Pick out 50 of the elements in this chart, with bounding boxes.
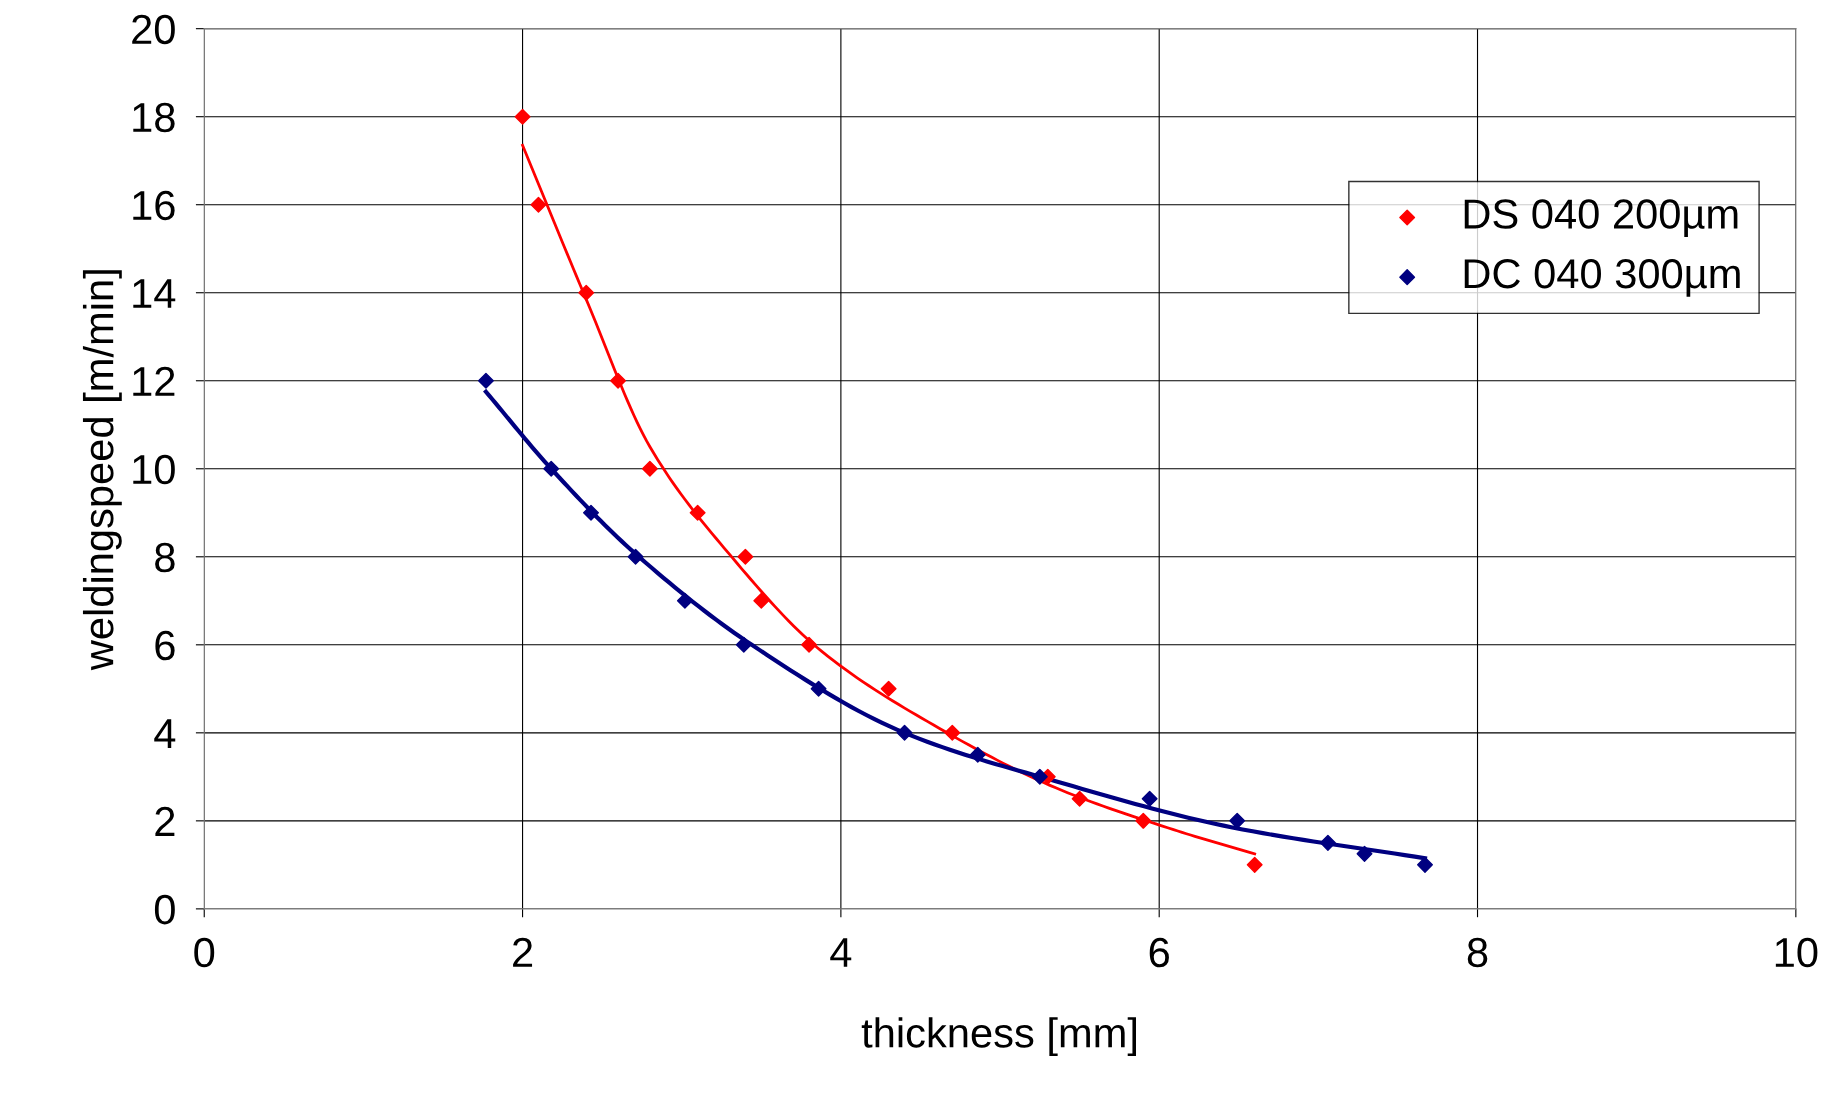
y-tick-label: 6 bbox=[155, 630, 175, 661]
point bbox=[1356, 845, 1373, 862]
point bbox=[641, 460, 658, 477]
y-tick-label: 4 bbox=[154, 719, 176, 748]
point bbox=[578, 284, 595, 301]
point bbox=[1319, 834, 1336, 851]
point bbox=[627, 548, 644, 565]
point bbox=[896, 724, 913, 741]
point bbox=[735, 636, 752, 653]
point bbox=[689, 504, 706, 521]
y-axis-title: weldingspeed [m/min] bbox=[82, 270, 122, 671]
y-tick-label: 8 bbox=[155, 542, 175, 573]
point bbox=[530, 196, 547, 213]
x-tick-label: 6 bbox=[1149, 937, 1169, 968]
y-tick-label: 18 bbox=[133, 102, 175, 133]
point bbox=[1246, 856, 1263, 873]
y-tick-label: 14 bbox=[133, 279, 176, 308]
point bbox=[810, 680, 827, 697]
point bbox=[801, 636, 818, 653]
point bbox=[514, 108, 531, 125]
legend-label: DC 040 300µm bbox=[1464, 258, 1740, 297]
point bbox=[880, 680, 897, 697]
point bbox=[753, 592, 770, 609]
y-tick-label: 2 bbox=[155, 806, 175, 836]
point bbox=[1417, 856, 1433, 873]
point bbox=[1135, 812, 1152, 829]
point bbox=[969, 746, 986, 763]
x-tick-label: 4 bbox=[830, 938, 852, 967]
y-tick-label: 20 bbox=[132, 14, 175, 45]
x-tick-label: 8 bbox=[1467, 937, 1488, 968]
point bbox=[1071, 790, 1088, 807]
point bbox=[1141, 790, 1158, 807]
x-axis-title: thickness [mm] bbox=[861, 1017, 1136, 1056]
x-tick-label: 2 bbox=[513, 937, 533, 967]
point bbox=[737, 548, 754, 565]
y-tick-label: 10 bbox=[133, 454, 175, 485]
point bbox=[477, 372, 494, 389]
y-tick-label: 16 bbox=[133, 190, 175, 221]
point bbox=[610, 372, 627, 389]
legend-label: DS 040 200µm bbox=[1464, 199, 1738, 238]
y-tick-label: 0 bbox=[154, 894, 175, 925]
point bbox=[543, 460, 560, 477]
point bbox=[1229, 812, 1246, 829]
x-tick-label: 10 bbox=[1775, 937, 1818, 968]
point bbox=[1031, 768, 1048, 785]
point bbox=[583, 504, 599, 521]
y-tick-label: 12 bbox=[133, 366, 175, 396]
point bbox=[676, 592, 693, 609]
x-tick-label: 0 bbox=[194, 937, 215, 968]
point bbox=[944, 724, 961, 741]
